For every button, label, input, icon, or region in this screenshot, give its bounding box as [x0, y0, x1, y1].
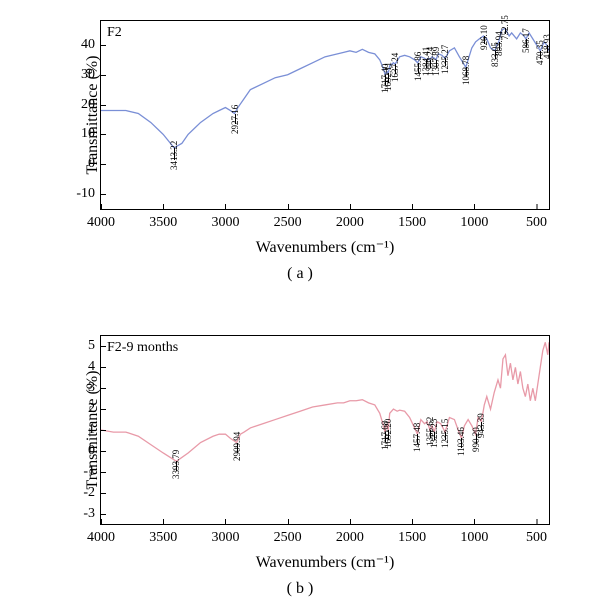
xtick: 1000 [460, 524, 488, 546]
plot-area-a: F2 Transmittance (%) Wavenumbers (cm⁻¹) … [100, 20, 550, 210]
xlabel-a: Wavenumbers (cm⁻¹) [256, 237, 395, 257]
xtick: 4000 [87, 524, 115, 546]
peak-label: 1692.20 [383, 419, 393, 448]
ytick: -10 [76, 186, 101, 202]
ytick: 5 [88, 338, 101, 354]
xtick: 1000 [460, 209, 488, 231]
figure-page: F2 Transmittance (%) Wavenumbers (cm⁻¹) … [0, 0, 600, 613]
subcaption-b: ( b ) [287, 580, 314, 598]
ytick: 4 [88, 359, 101, 375]
peak-label: 3393.79 [171, 450, 181, 479]
peak-label: 1235.15 [440, 419, 450, 448]
ytick: 40 [81, 37, 101, 53]
ytick: 3 [88, 380, 101, 396]
ytick: 2 [88, 401, 101, 417]
peak-label: 2909.94 [232, 431, 242, 460]
ytick: 1 [88, 422, 101, 438]
ytick: 0 [88, 156, 101, 172]
peak-label: 1068.78 [461, 56, 471, 85]
peak-label: 1103.46 [456, 427, 466, 456]
panel-a: F2 Transmittance (%) Wavenumbers (cm⁻¹) … [30, 5, 570, 285]
ytick: -1 [83, 464, 101, 480]
ytick: 20 [81, 97, 101, 113]
xtick: 2000 [336, 524, 364, 546]
xtick: 1500 [398, 209, 426, 231]
xtick: 3000 [211, 209, 239, 231]
peak-label: 418.93 [542, 34, 552, 59]
xtick: 2500 [274, 209, 302, 231]
peak-label: 586.17 [521, 28, 531, 53]
peak-label: 2927.16 [230, 104, 240, 133]
panel-b: F2-9 months Transmittance (%) Wavenumber… [30, 320, 570, 600]
xtick: 2000 [336, 209, 364, 231]
peak-label: 1637.24 [390, 53, 400, 82]
xtick: 500 [526, 209, 547, 231]
peak-label: 943.39 [476, 413, 486, 438]
xtick: 1500 [398, 524, 426, 546]
xtick: 2500 [274, 524, 302, 546]
ytick: 0 [88, 443, 101, 459]
xtick: 3000 [211, 524, 239, 546]
xtick: 4000 [87, 209, 115, 231]
plot-area-b: F2-9 months Transmittance (%) Wavenumber… [100, 335, 550, 525]
peak-label: 926.10 [479, 25, 489, 50]
ytick: -3 [83, 506, 101, 522]
peak-label: 1457.48 [412, 423, 422, 452]
xtick: 500 [526, 524, 547, 546]
xtick: 3500 [149, 524, 177, 546]
legend-b: F2-9 months [107, 340, 178, 356]
xtick: 3500 [149, 209, 177, 231]
subcaption-a: ( a ) [287, 265, 313, 283]
xlabel-b: Wavenumbers (cm⁻¹) [256, 552, 395, 572]
peak-label: 752.75 [500, 16, 510, 41]
ytick: 30 [81, 67, 101, 83]
peak-label: 1235.27 [440, 45, 450, 74]
peak-label: 3413.22 [169, 141, 179, 170]
legend-a: F2 [107, 25, 122, 41]
ytick: -2 [83, 485, 101, 501]
ytick: 10 [81, 126, 101, 142]
peak-label: 1322.25 [429, 419, 439, 448]
